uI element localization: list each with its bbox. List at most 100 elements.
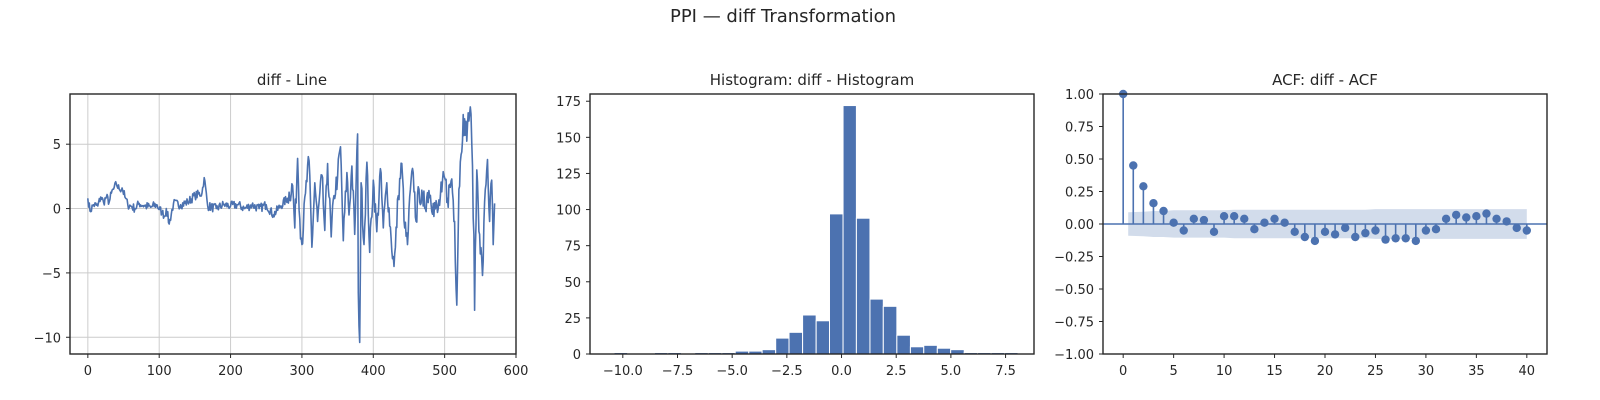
histogram-x-axis: −10.0 −7.5 −5.0 −2.5 0.0 2.5 5.0 7.5 <box>603 354 1016 379</box>
histogram-bars <box>613 105 1019 355</box>
y-tick-label: −0.50 <box>1054 283 1094 298</box>
acf-point <box>1522 226 1532 235</box>
histogram-bar <box>882 305 898 355</box>
y-tick-label: −5 <box>42 267 61 282</box>
acf-panel: ACF: diff - ACF 0 5 10 15 20 25 30 35 40 −1.00 −0… <box>1054 71 1548 379</box>
line-chart-x-axis: 0 100 200 300 400 500 600 <box>84 354 529 379</box>
acf-point <box>1381 235 1390 244</box>
line-chart-y-axis: −10 −5 0 5 <box>34 138 70 346</box>
acf-point <box>1401 234 1410 243</box>
acf-point <box>1320 227 1330 236</box>
y-tick-label: 5 <box>53 138 61 153</box>
acf-point <box>1340 223 1350 233</box>
acf-point <box>1219 212 1229 221</box>
y-tick-label: 100 <box>556 204 581 219</box>
acf-point <box>1260 218 1269 227</box>
acf-point <box>1250 225 1259 234</box>
histogram-bar <box>869 298 884 355</box>
acf-point <box>1330 230 1340 239</box>
line-chart-grid <box>70 94 517 354</box>
acf-point <box>1229 212 1239 221</box>
x-tick-label: −2.5 <box>771 364 803 379</box>
x-tick-label: 10 <box>1216 364 1233 379</box>
histogram-panel: Histogram: diff - Histogram −10.0 −7.5 −5.… <box>556 71 1035 379</box>
acf-point <box>1421 226 1431 235</box>
histogram-bar <box>896 334 911 355</box>
acf-point <box>1199 215 1209 225</box>
histogram-bar <box>815 320 830 355</box>
y-tick-label: −10 <box>34 331 61 346</box>
y-tick-label: 50 <box>564 276 581 291</box>
y-tick-label: 1.00 <box>1065 88 1094 103</box>
x-tick-label: 300 <box>290 364 315 379</box>
acf-point <box>1482 209 1491 218</box>
y-tick-label: 125 <box>556 167 581 182</box>
histogram-frame <box>589 93 1035 355</box>
x-tick-label: 2.5 <box>886 364 907 379</box>
acf-point <box>1169 218 1178 227</box>
histogram-bar <box>855 217 871 355</box>
x-tick-label: 600 <box>504 364 529 379</box>
x-tick-label: 15 <box>1266 364 1283 379</box>
acf-point <box>1462 213 1471 222</box>
acf-stems <box>1118 89 1532 246</box>
x-tick-label: 0 <box>1119 364 1127 379</box>
x-tick-label: −5.0 <box>716 364 748 379</box>
acf-point <box>1431 225 1441 234</box>
acf-y-axis: −1.00 −0.75 −0.50 −0.25 0.00 0.25 0.50 0.75 1.00 <box>1054 88 1103 363</box>
y-tick-label: −1.00 <box>1054 348 1094 363</box>
acf-point <box>1512 223 1521 233</box>
acf-point <box>1361 228 1370 238</box>
acf-point <box>1129 161 1138 170</box>
histogram-bar <box>775 337 790 355</box>
x-tick-label: 0.0 <box>831 364 852 379</box>
x-tick-label: 5.0 <box>941 364 962 379</box>
x-tick-label: 30 <box>1418 364 1435 379</box>
histogram-bar <box>936 347 952 355</box>
y-tick-label: 0 <box>573 348 581 363</box>
x-tick-label: 5 <box>1169 364 1177 379</box>
y-tick-label: 0.25 <box>1065 186 1094 201</box>
acf-point <box>1492 214 1501 223</box>
y-tick-label: 25 <box>564 312 581 327</box>
y-tick-label: 0.50 <box>1065 153 1094 168</box>
acf-point <box>1310 236 1320 246</box>
x-tick-label: 200 <box>218 364 243 379</box>
y-tick-label: 0.00 <box>1065 218 1094 233</box>
histogram-bar <box>802 314 817 355</box>
line-chart-frame <box>69 93 517 355</box>
acf-point <box>1189 214 1199 223</box>
acf-point <box>1472 212 1481 221</box>
acf-point <box>1371 226 1380 235</box>
x-tick-label: 20 <box>1317 364 1334 379</box>
y-tick-label: 0 <box>53 203 61 218</box>
x-tick-label: 25 <box>1367 364 1384 379</box>
y-tick-label: 0.75 <box>1065 121 1094 136</box>
y-tick-label: −0.25 <box>1054 251 1094 266</box>
x-tick-label: 100 <box>147 364 172 379</box>
line-chart-title: diff - Line <box>257 71 327 89</box>
line-chart-series <box>87 106 496 344</box>
x-tick-label: 7.5 <box>995 364 1016 379</box>
acf-point <box>1179 226 1188 235</box>
acf-point <box>1451 210 1461 220</box>
x-tick-label: 0 <box>84 364 92 379</box>
acf-point <box>1139 182 1148 191</box>
acf-point <box>1441 214 1451 223</box>
acf-point <box>1240 214 1249 223</box>
y-tick-label: 150 <box>556 131 581 146</box>
acf-point <box>1351 232 1360 242</box>
x-tick-label: 400 <box>361 364 386 379</box>
acf-x-axis: 0 5 10 15 20 25 30 35 40 <box>1119 354 1535 379</box>
histogram-bar <box>828 213 844 355</box>
acf-title: ACF: diff - ACF <box>1272 71 1378 89</box>
acf-point <box>1280 218 1289 227</box>
histogram-title: Histogram: diff - Histogram <box>710 71 914 89</box>
acf-point <box>1209 227 1219 236</box>
histogram-y-axis: 0 25 50 75 100 125 150 175 <box>556 95 590 363</box>
x-tick-label: 40 <box>1519 364 1536 379</box>
acf-point <box>1270 214 1279 223</box>
x-tick-label: 500 <box>432 364 457 379</box>
acf-point <box>1391 234 1400 243</box>
